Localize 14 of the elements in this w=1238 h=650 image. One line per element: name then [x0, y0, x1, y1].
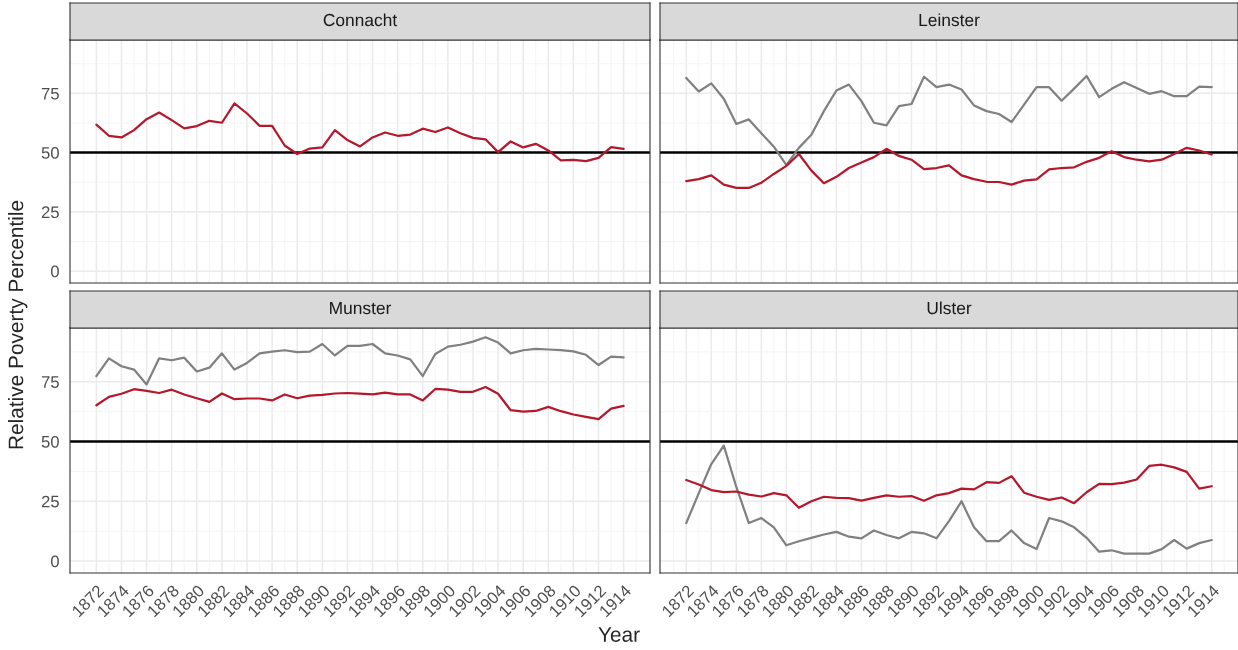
y-tick-label: 50	[41, 147, 59, 159]
y-tick-label: 0	[50, 265, 59, 278]
chart-title: Leinster	[919, 13, 980, 27]
y-tick-label: 75	[41, 376, 59, 388]
x-axis-title: Year	[598, 627, 640, 642]
y-tick-label: 75	[41, 87, 59, 100]
chart-title: Connacht	[323, 13, 398, 27]
y-tick-label: 25	[41, 206, 59, 219]
chart-title: Munster	[330, 302, 392, 315]
chart-title: Ulster	[927, 301, 972, 315]
y-tick-label: 25	[41, 495, 59, 508]
y-axis-title: Relative Poverty Percentile	[8, 200, 28, 449]
y-tick-label: 50	[41, 435, 59, 448]
y-tick-label: 0	[50, 555, 59, 568]
